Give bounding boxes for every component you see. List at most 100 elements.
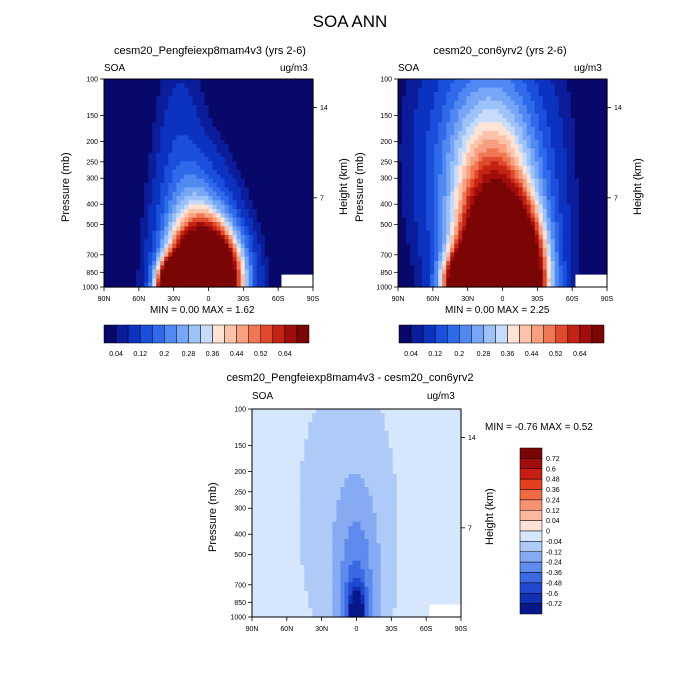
panel-3-xtick-label: 0 [355,626,359,633]
panel-2-colorbar-box [471,324,484,344]
panel-1-var-label: SOA [104,63,126,74]
panel-1-xtick-label: 90N [98,296,111,303]
panel-3-xtick-label: 60N [280,626,293,633]
panel-3-ytick-label: 1000 [230,615,246,622]
panel-1-title: cesm20_Pengfeiexp8mam4v3 (yrs 2-6) [114,45,306,57]
panel-2-ytick-label: 300 [380,176,392,183]
panel-1-colorbar-box [188,324,201,344]
panel-1-xtick-label: 0 [207,296,211,303]
panel-1-ytick-label: 250 [86,159,98,166]
panel-2-ytick-label: 700 [380,252,392,259]
page-title: SOA ANN [312,12,388,31]
panel-1-colorbar-box [127,324,141,344]
panel-3-colorbar-box [519,489,543,501]
panel-3-colorbar-label: 0.6 [546,466,556,473]
panel-3-colorbar-box [519,520,543,532]
panel-2-xtick-label: 0 [501,296,505,303]
panel-3-ytick-label: 400 [234,532,246,539]
panel-3-ytick-label: 200 [234,469,246,476]
panel-2-xtick-label: 90N [392,296,405,303]
panel-1-xtick-label: 90S [307,296,320,303]
panel-1-ytick-label: 700 [86,252,98,259]
panel-3-colorbar-box [519,572,543,584]
panel-2-colorbar-box [495,324,508,344]
panel-3-stats: MIN = -0.76 MAX = 0.52 [485,422,593,433]
panel-1-ytick-label: 400 [86,202,98,209]
panel-3-colorbar-label: -0.12 [546,549,562,556]
panel-3-colorbar-box [519,582,543,594]
panel-2-colorbar-label: 0.64 [573,351,587,358]
panel-1-y2tick-label: 7 [320,195,324,202]
panel-2-xtick-label: 60N [426,296,439,303]
panel-1-colorbar-box [224,324,237,344]
panel-1-ytick-label: 850 [86,270,98,277]
panel-2-colorbar-box [579,324,593,344]
panel-1-colorbar-box [151,324,165,344]
panel-3-title: cesm20_Pengfeiexp8mam4v3 - cesm20_con6yr… [226,372,474,384]
panel-2-colorbar-box [483,324,496,344]
panel-2-colorbar-box [567,324,581,344]
panel-2-colorbar-label: 0.44 [525,351,539,358]
panel-3-xtick-label: 60S [420,626,433,633]
panel-2-colorbar-box [410,324,424,344]
panel-1-colorbar-label: 0.52 [254,351,268,358]
panel-3-colorbar-label: 0.72 [546,456,560,463]
panel-2-colorbar-box [459,324,472,344]
panel-1-colorbar-box [296,324,310,344]
panel-2-ytick-label: 250 [380,159,392,166]
panel-3-colorbar-box [519,593,543,604]
panel-3-xtick-label: 90N [246,626,259,633]
panel-2-ytick-label: 500 [380,222,392,229]
panel-1-colorbar-box [115,324,129,344]
panel-2-colorbar-box [507,324,520,344]
panel-1-ytick-label: 150 [86,113,98,120]
panel-3-colorbar-box [519,603,543,615]
panel-1-xtick-label: 30N [167,296,180,303]
panel-2-var-label: SOA [398,63,420,74]
panel-1-colorbar-box [272,324,286,344]
panel-1-ytick-label: 300 [86,176,98,183]
panel-2-field [398,79,608,288]
panel-1-colorbar-box [164,324,177,344]
panel-2-y2tick-label: 7 [614,195,618,202]
panel-1-ytick-label: 500 [86,222,98,229]
panel-2-colorbar-box [591,324,605,344]
panel-2-colorbar-label: 0.28 [477,351,491,358]
panel-3-colorbar-box [519,458,543,469]
panel-2-xtick-label: 60S [566,296,579,303]
panel-1-xtick-label: 60N [132,296,145,303]
panel-3-colorbar-label: 0.24 [546,497,560,504]
panel-3-colorbar-box [519,541,543,552]
panel-3-colorbar-label: -0.36 [546,570,562,577]
panel-1-y2tick-label: 14 [320,105,328,112]
panel-3-ytick-label: 500 [234,552,246,559]
panel-2-colorbar-label: 0.2 [454,351,464,358]
panel-3-colorbar-box [519,468,543,480]
panel-3-ytick-label: 700 [234,582,246,589]
panel-2-ytick-label: 200 [380,139,392,146]
panel-3-colorbar-box [519,530,543,542]
panel-2-title: cesm20_con6yrv2 (yrs 2-6) [433,45,567,57]
panel-1-colorbar-label: 0.04 [109,351,123,358]
panel-3-colorbar-box [519,499,543,511]
panel-3-colorbar-box [519,447,543,459]
panel-3-ytick-label: 250 [234,489,246,496]
panel-1-colorbar-box [200,324,213,344]
panel-2-units: ug/m3 [574,63,602,74]
panel-3-xtick-label: 30N [315,626,328,633]
panel-3-field [252,409,462,618]
panel-1-ytick-label: 200 [86,139,98,146]
panel-3-ytick-label: 850 [234,600,246,607]
panel-2-y2tick-label: 14 [614,105,622,112]
panel-3-xtick-label: 30S [385,626,398,633]
panel-2-ytick-label: 150 [380,113,392,120]
panel-1-ytick-label: 1000 [82,285,98,292]
panel-2-colorbar-box [519,324,532,344]
panel-3-var-label: SOA [252,391,274,402]
panel-1-colorbar-label: 0.12 [133,351,147,358]
panel-3-colorbar-label: 0.48 [546,477,560,484]
panel-1-colorbar-box [248,324,262,344]
panel-1-colorbar-box [212,324,225,344]
panel-1-colorbar-label: 0.28 [182,351,196,358]
